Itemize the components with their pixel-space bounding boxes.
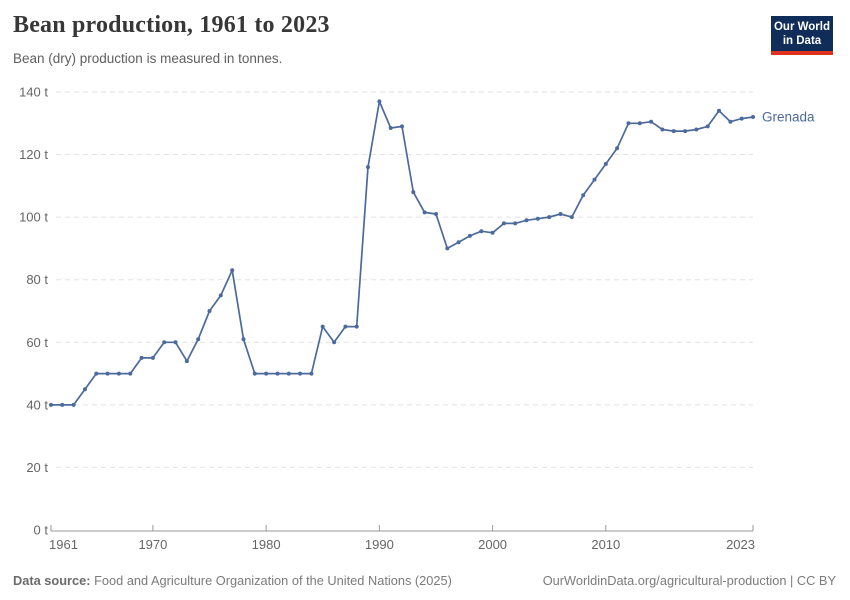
data-point[interactable] — [626, 121, 631, 126]
x-tick-label: 2023 — [726, 537, 755, 552]
data-point[interactable] — [524, 218, 529, 223]
data-point[interactable] — [717, 108, 721, 113]
data-point[interactable] — [196, 337, 201, 342]
data-point[interactable] — [388, 126, 393, 130]
data-point[interactable] — [60, 402, 65, 407]
data-point[interactable] — [400, 124, 404, 129]
data-point[interactable] — [298, 371, 303, 376]
data-point[interactable] — [739, 116, 744, 121]
data-point[interactable] — [501, 221, 506, 226]
owid-logo-line2: in Data — [782, 35, 822, 47]
data-point[interactable] — [751, 115, 755, 119]
series-end-label[interactable]: Grenada — [762, 110, 815, 125]
data-source: Data source: Food and Agriculture Organi… — [13, 573, 452, 588]
data-point[interactable] — [637, 121, 642, 126]
data-point[interactable] — [184, 359, 189, 364]
data-point[interactable] — [705, 124, 710, 129]
data-point[interactable] — [592, 177, 597, 182]
x-tick-label: 1980 — [252, 537, 281, 552]
data-point[interactable] — [354, 324, 359, 329]
y-tick-label: 20 t — [26, 460, 48, 475]
data-point[interactable] — [207, 309, 212, 313]
y-tick-label: 40 t — [26, 397, 48, 412]
y-tick-label: 80 t — [26, 272, 48, 287]
data-point[interactable] — [366, 165, 370, 170]
data-point[interactable] — [332, 340, 337, 345]
data-point[interactable] — [411, 190, 416, 195]
data-point[interactable] — [456, 240, 461, 245]
data-point[interactable] — [241, 337, 246, 342]
data-point[interactable] — [264, 371, 269, 376]
data-point[interactable] — [535, 216, 540, 221]
series-line — [50, 100, 754, 406]
y-tick-label: 140 t — [19, 85, 48, 100]
data-point[interactable] — [445, 246, 450, 251]
data-point[interactable] — [569, 215, 574, 220]
data-point[interactable] — [162, 340, 167, 345]
data-point[interactable] — [683, 129, 688, 134]
owid-logo[interactable]: Our World in Data — [771, 16, 833, 55]
data-point[interactable] — [343, 324, 348, 329]
data-point[interactable] — [422, 210, 427, 215]
data-point[interactable] — [105, 371, 110, 376]
y-tick-label: 60 t — [26, 335, 48, 350]
page-title: Bean production, 1961 to 2023 — [13, 12, 330, 38]
x-tick-label: 1961 — [49, 537, 78, 552]
data-point[interactable] — [252, 371, 257, 376]
data-point[interactable] — [603, 162, 608, 166]
data-point[interactable] — [513, 221, 518, 226]
data-point[interactable] — [581, 193, 586, 198]
data-point[interactable] — [230, 268, 235, 273]
data-point[interactable] — [558, 212, 563, 216]
x-tick-label: 2000 — [478, 537, 507, 552]
data-point[interactable] — [173, 340, 178, 345]
data-point[interactable] — [275, 371, 280, 376]
data-point[interactable] — [671, 129, 676, 134]
owid-logo-line1: Our World — [773, 21, 830, 33]
data-point[interactable] — [49, 402, 53, 407]
data-point[interactable] — [377, 99, 382, 104]
y-tick-label: 120 t — [19, 147, 48, 162]
data-point[interactable] — [309, 371, 314, 376]
data-source-text: Food and Agriculture Organization of the… — [94, 573, 452, 588]
data-point[interactable] — [116, 371, 121, 376]
chart-footer: Data source: Food and Agriculture Organi… — [13, 573, 836, 588]
data-point[interactable] — [467, 233, 472, 238]
data-point[interactable] — [615, 146, 620, 151]
data-point[interactable] — [71, 402, 76, 407]
data-point[interactable] — [649, 119, 654, 124]
data-point[interactable] — [728, 119, 733, 124]
data-point[interactable] — [490, 230, 495, 235]
data-point[interactable] — [150, 355, 155, 360]
data-point[interactable] — [128, 371, 133, 376]
data-point[interactable] — [94, 371, 99, 376]
chart-subtitle: Bean (dry) production is measured in ton… — [13, 51, 283, 66]
x-tick-label: 1970 — [138, 537, 167, 552]
data-point[interactable] — [83, 387, 87, 392]
data-source-label: Data source: — [13, 573, 91, 588]
x-tick-label: 2010 — [591, 537, 620, 552]
y-tick-label: 0 t — [34, 523, 49, 538]
data-point[interactable] — [694, 127, 699, 132]
y-tick-label: 100 t — [19, 210, 48, 225]
data-point[interactable] — [479, 229, 484, 234]
x-tick-label: 1990 — [365, 537, 394, 552]
data-point[interactable] — [218, 293, 223, 298]
data-point[interactable] — [660, 127, 665, 132]
data-point[interactable] — [286, 371, 291, 376]
data-point[interactable] — [434, 212, 438, 216]
footer-link[interactable]: OurWorldinData.org/agricultural-producti… — [542, 573, 836, 588]
data-point[interactable] — [320, 324, 325, 329]
data-point[interactable] — [139, 355, 144, 360]
data-point[interactable] — [547, 215, 552, 220]
